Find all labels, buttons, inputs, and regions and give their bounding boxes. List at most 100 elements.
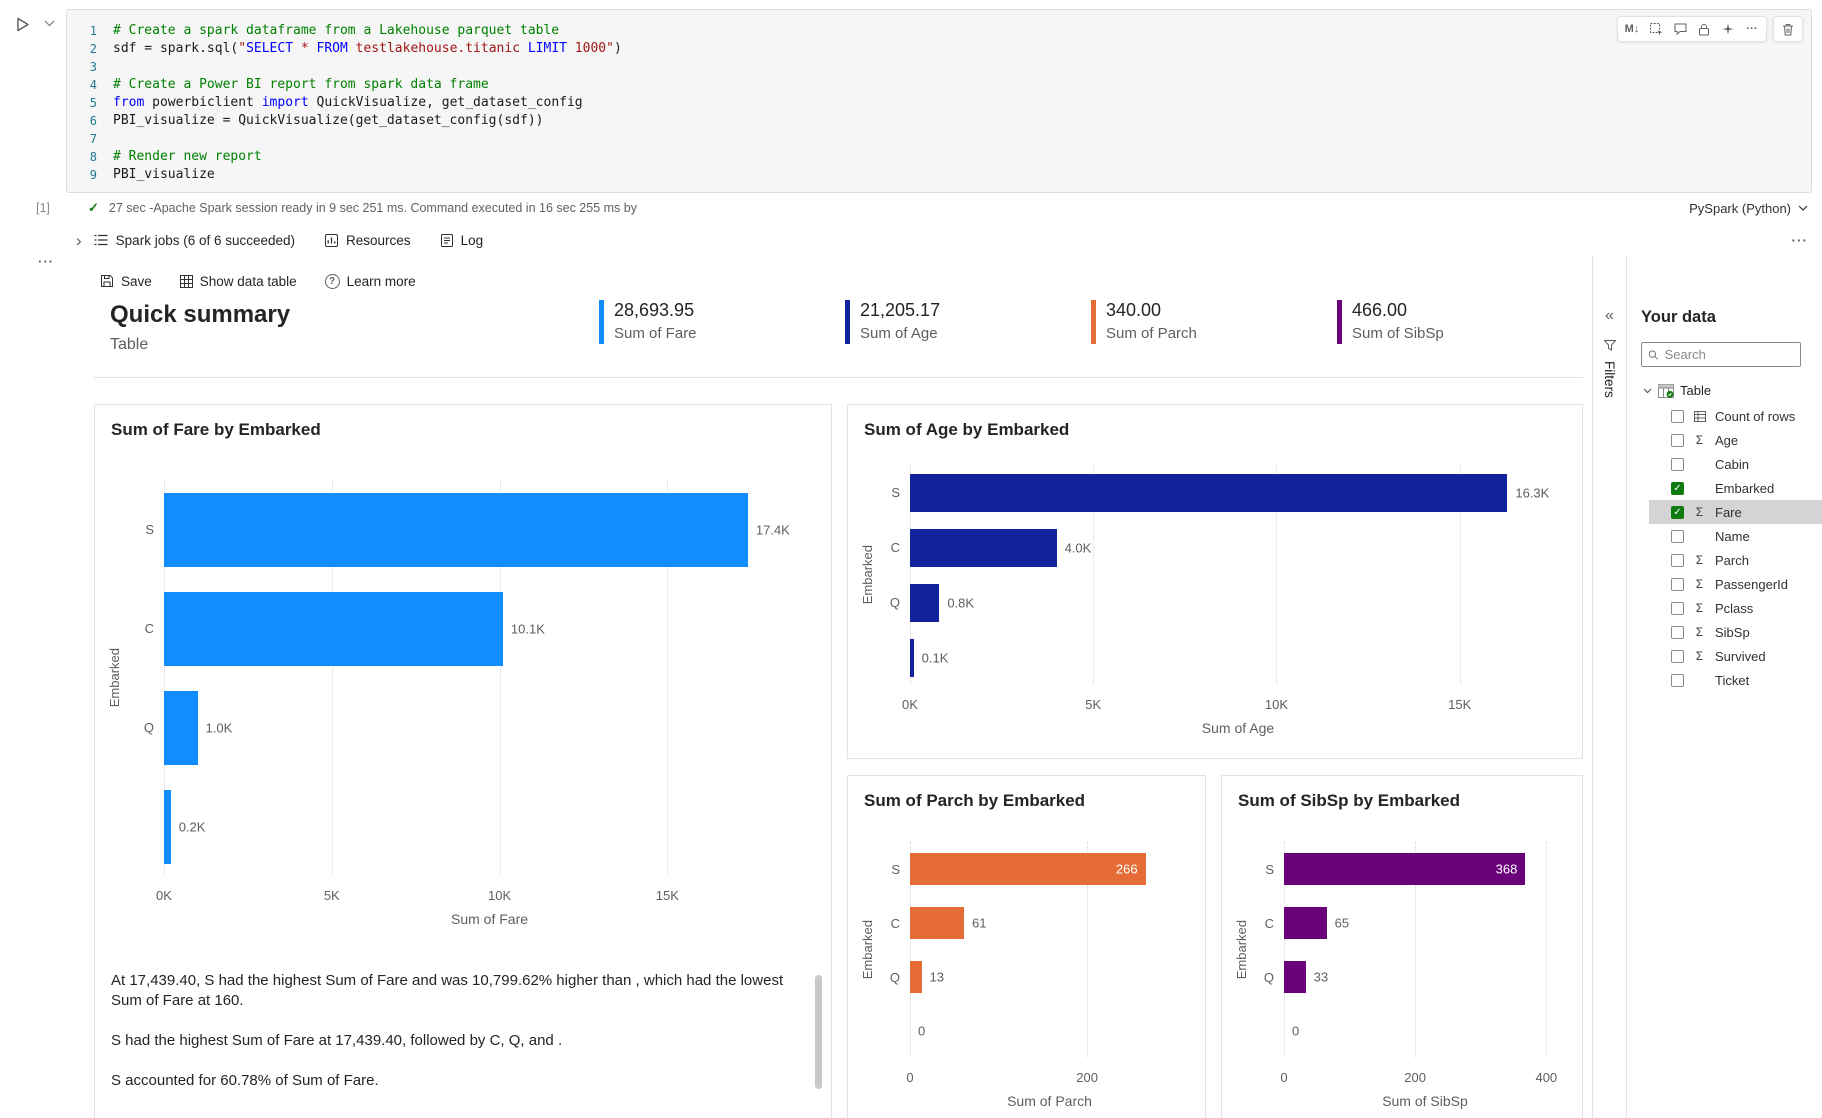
more-options-icon[interactable]: ··· — [1791, 232, 1808, 248]
field-row-cabin[interactable]: Cabin — [1649, 452, 1822, 476]
field-row-fare[interactable]: ✓ Σ Fare — [1649, 500, 1822, 524]
search-box[interactable] — [1641, 342, 1801, 367]
learn-more-button[interactable]: ? Learn more — [324, 273, 416, 289]
gridline — [1546, 842, 1548, 1058]
field-checkbox[interactable] — [1671, 625, 1684, 639]
field-label: Count of rows — [1715, 408, 1796, 424]
sibsp-bar-chart[interactable]: Embarked S 368 C 65 Q 33 0 0 200 400 Sum of SibSp — [1222, 842, 1582, 1109]
bar-S[interactable] — [910, 853, 1146, 885]
field-label: Age — [1715, 432, 1739, 448]
select-cell-icon[interactable] — [1645, 19, 1667, 39]
more-cell-actions-icon[interactable]: ··· — [1746, 23, 1758, 35]
field-checkbox[interactable]: ✓ — [1671, 505, 1684, 519]
field-checkbox[interactable] — [1671, 553, 1684, 567]
field-checkbox[interactable] — [1671, 577, 1684, 591]
bar-C[interactable] — [164, 591, 503, 666]
code-cell[interactable]: M↓ ··· 1 # Create — [66, 9, 1812, 193]
kpi-card: 466.00 Sum of SibSp — [1337, 300, 1583, 354]
fare-bar-chart[interactable]: Embarked S 17.4K C 10.1K Q 1.0K 0.2K 0K 5K 10K 15K S… — [95, 480, 831, 927]
field-checkbox[interactable] — [1671, 433, 1684, 447]
field-row-count-of-rows[interactable]: Count of rows — [1649, 404, 1822, 428]
resources-tab[interactable]: Resources — [325, 233, 411, 248]
table-tree-node[interactable]: Table — [1641, 383, 1822, 398]
age-bar-chart[interactable]: Embarked S 16.3K C 4.0K Q 0.8K 0.1K 0K 5K 10K 15K Su… — [848, 465, 1582, 736]
bar-C[interactable] — [910, 907, 965, 939]
field-label: Survived — [1715, 648, 1766, 664]
x-tick-label: 0K — [156, 888, 172, 903]
code-line[interactable]: 8 # Render new report — [67, 148, 1811, 166]
field-row-parch[interactable]: Σ Parch — [1649, 548, 1822, 572]
kernel-picker[interactable]: PySpark (Python) — [1689, 201, 1808, 216]
field-row-age[interactable]: Σ Age — [1649, 428, 1822, 452]
field-checkbox[interactable] — [1671, 409, 1684, 423]
collapse-cell-chevron-icon[interactable] — [44, 20, 55, 27]
bar-blank[interactable] — [910, 638, 914, 677]
field-checkbox[interactable] — [1671, 457, 1684, 471]
field-row-embarked[interactable]: ✓ Embarked — [1649, 476, 1822, 500]
value-label: 0.1K — [921, 650, 949, 665]
kpi-label: Sum of Fare — [614, 325, 697, 342]
expand-pane-icon[interactable]: « — [1605, 307, 1614, 324]
x-axis: 0 200 — [906, 1070, 1189, 1086]
comment-icon[interactable] — [1669, 19, 1691, 39]
filter-funnel-icon[interactable] — [1603, 340, 1616, 351]
chart-card-age: Sum of Age by Embarked Embarked S 16.3K C 4.… — [847, 404, 1583, 759]
spark-jobs-toggle[interactable]: Spark jobs (6 of 6 succeeded) — [94, 233, 295, 248]
expand-jobs-chevron-icon[interactable]: › — [76, 230, 82, 250]
code-line[interactable]: 5 from powerbiclient import QuickVisualiz… — [67, 94, 1811, 112]
show-data-table-button[interactable]: Show data table — [179, 274, 297, 289]
field-row-pclass[interactable]: Σ Pclass — [1649, 596, 1822, 620]
code-line[interactable]: 2 sdf = spark.sql("SELECT * FROM testlake… — [67, 40, 1811, 58]
field-checkbox[interactable]: ✓ — [1671, 481, 1684, 495]
code-line[interactable]: 9 PBI_visualize — [67, 166, 1811, 184]
search-input[interactable] — [1664, 347, 1794, 362]
bar-S[interactable] — [910, 473, 1508, 512]
bar-Q[interactable] — [910, 961, 922, 993]
field-checkbox[interactable] — [1671, 673, 1684, 687]
field-row-sibsp[interactable]: Σ SibSp — [1649, 620, 1822, 644]
cell-toolbar: M↓ ··· — [1617, 16, 1803, 42]
field-row-passengerid[interactable]: Σ PassengerId — [1649, 572, 1822, 596]
code-line[interactable]: 4 # Create a Power BI report from spark d… — [67, 76, 1811, 94]
field-row-ticket[interactable]: Ticket — [1649, 668, 1822, 692]
bar-Q[interactable] — [910, 583, 940, 622]
bar-blank[interactable] — [164, 789, 171, 864]
code-line[interactable]: 1 # Create a spark dataframe from a Lakeh… — [67, 22, 1811, 40]
field-row-survived[interactable]: Σ Survived — [1649, 644, 1822, 668]
category-label: S — [891, 485, 900, 500]
header-divider — [94, 377, 1583, 378]
bar-C[interactable] — [910, 528, 1057, 567]
bar-S[interactable] — [1284, 853, 1526, 885]
parch-bar-chart[interactable]: Embarked S 266 C 61 Q 13 0 0 200 Sum of Parch — [848, 842, 1205, 1109]
markdown-icon[interactable]: M↓ — [1624, 23, 1640, 35]
card-scrollbar[interactable] — [815, 975, 822, 1089]
field-row-name[interactable]: Name — [1649, 524, 1822, 548]
freeze-cell-icon[interactable] — [1717, 19, 1739, 39]
delete-cell-icon[interactable] — [1777, 19, 1799, 39]
bar-S[interactable] — [164, 492, 748, 567]
bar-Q[interactable] — [1284, 961, 1306, 993]
code-line[interactable]: 3 — [67, 58, 1811, 76]
code-line[interactable]: 7 — [67, 130, 1811, 148]
field-label: Fare — [1715, 504, 1742, 520]
bar-row: Q 13 — [878, 950, 1205, 1004]
bar-C[interactable] — [1284, 907, 1327, 939]
field-checkbox[interactable] — [1671, 649, 1684, 663]
code-line[interactable]: 6 PBI_visualize = QuickVisualize(get_data… — [67, 112, 1811, 130]
lock-cell-icon[interactable] — [1693, 19, 1715, 39]
help-icon: ? — [324, 273, 340, 289]
gridline — [1093, 465, 1095, 685]
field-checkbox[interactable] — [1671, 529, 1684, 543]
code-editor[interactable]: 1 # Create a spark dataframe from a Lakeh… — [67, 22, 1811, 184]
filters-pane-label[interactable]: Filters — [1602, 361, 1617, 398]
field-checkbox[interactable] — [1671, 601, 1684, 615]
x-tick-label: 0 — [906, 1070, 914, 1085]
log-tab[interactable]: Log — [440, 233, 483, 248]
run-cell-button[interactable] — [14, 16, 31, 33]
x-tick-label: 10K — [1264, 697, 1289, 712]
your-data-panel: Your data Table Count of rows Σ Age Cabin ✓ E… — [1627, 256, 1822, 1118]
kpi-card: 340.00 Sum of Parch — [1091, 300, 1337, 354]
output-more-icon[interactable]: ··· — [38, 254, 54, 269]
bar-Q[interactable] — [164, 690, 198, 765]
save-button[interactable]: Save — [100, 274, 152, 289]
